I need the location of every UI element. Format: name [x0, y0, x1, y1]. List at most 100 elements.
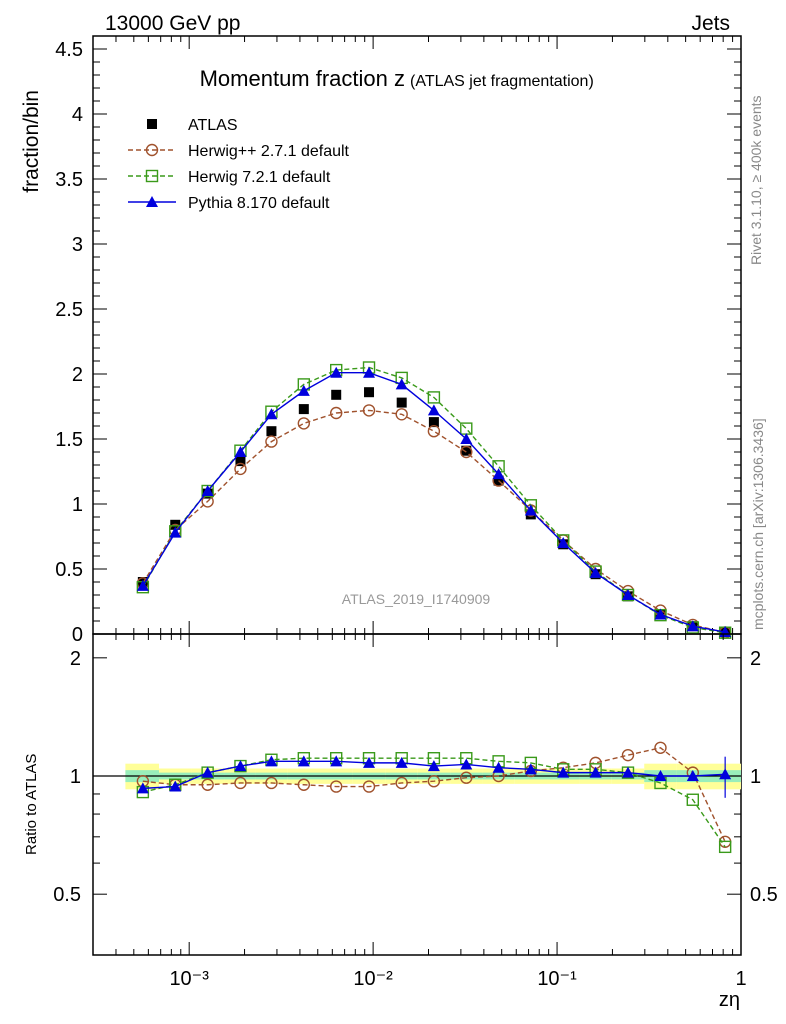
y-tick-label: 4	[72, 104, 83, 126]
ratio-data-point	[460, 771, 473, 784]
y-tick-label: 1.5	[55, 429, 83, 451]
data-point	[524, 504, 537, 516]
legend-marker	[146, 196, 158, 207]
legend-marker	[145, 143, 159, 157]
ratio-data-point	[362, 780, 376, 793]
data-point	[364, 387, 375, 398]
ratio-data-point	[460, 758, 473, 770]
data-point	[460, 433, 473, 444]
data-point	[427, 391, 441, 404]
ratio-plot-panel: Ratio to ATLAS zη 10⁻³ 10⁻² 10⁻¹ 1 0.5 0.5 1 1 2…	[23, 633, 778, 1011]
x-tick-label: 1	[735, 968, 746, 990]
ratio-plot-frame	[92, 633, 742, 956]
ratio-data-point	[686, 793, 700, 806]
legend-label: ATLAS	[188, 117, 238, 134]
collision-label: 13000 GeV pp	[105, 12, 240, 35]
ratio-data-point	[589, 766, 602, 778]
data-point	[589, 566, 602, 578]
y-axis-label: fraction/bin	[20, 90, 43, 193]
ratio-data-point	[395, 776, 408, 790]
ratio-data-point	[234, 760, 247, 772]
data-point	[363, 366, 376, 378]
ratio-y-axis-label: Ratio to ATLAS	[23, 754, 40, 855]
data-point	[330, 406, 343, 420]
y-tick-label: 3	[72, 234, 83, 256]
data-point	[201, 485, 214, 496]
ratio-y-tick-label: 0.5	[53, 884, 81, 906]
ratio-data-point	[363, 756, 376, 768]
data-point	[396, 397, 407, 408]
ratio-data-point	[265, 776, 278, 790]
main-plot-panel: Momentum fraction z (ATLAS jet fragmenta…	[20, 35, 742, 646]
data-point	[362, 404, 376, 417]
ratio-data-point	[427, 775, 441, 788]
ratio-data-point	[330, 755, 343, 767]
data-point	[428, 417, 439, 428]
data-point	[686, 620, 699, 632]
data-point	[297, 417, 311, 430]
data-point	[427, 425, 441, 438]
data-point	[621, 589, 634, 600]
legend-marker	[145, 169, 159, 183]
ratio-data-point	[201, 766, 214, 778]
x-tick-label: 10⁻³	[169, 968, 209, 990]
data-point	[427, 404, 440, 416]
ratio-data-point	[201, 778, 214, 791]
data-point	[395, 378, 408, 390]
plot-title: Momentum fraction z	[200, 66, 405, 91]
ratio-y-tick-label: 1	[70, 766, 81, 788]
y-tick-label: 0.5	[55, 559, 83, 581]
ratio-data-point	[265, 755, 278, 767]
ratio-y-tick-label-right: 1	[750, 766, 761, 788]
y-tick-label: 2	[72, 364, 83, 386]
ratio-data-point	[427, 760, 440, 772]
data-point	[265, 435, 278, 448]
y-tick-label: 4.5	[55, 39, 83, 61]
ratio-data-point	[297, 755, 310, 767]
ratio-y-tick-label-right: 0.5	[750, 884, 778, 906]
ratio-data-point	[297, 778, 311, 791]
plot-title-suffix: (ATLAS jet fragmentation)	[410, 73, 594, 90]
data-point	[234, 446, 247, 457]
ratio-data-point	[686, 770, 699, 782]
y-tick-label: 2.5	[55, 299, 83, 321]
ratio-data-point	[395, 756, 408, 768]
x-axis-label: zη	[719, 989, 740, 1011]
x-tick-label: 10⁻¹	[537, 968, 577, 990]
x-tick-label: 10⁻²	[353, 968, 393, 990]
data-point	[297, 384, 310, 396]
ratio-data-point	[169, 780, 182, 792]
data-point	[266, 426, 277, 437]
y-tick-label: 0	[72, 624, 83, 646]
ratio-data-point	[654, 741, 667, 754]
data-point	[169, 526, 182, 538]
data-point	[298, 404, 309, 415]
mcplots-reference-label: mcplots.cern.ch [arXiv:1306.3436]	[750, 418, 766, 630]
legend-marker	[147, 119, 157, 129]
data-point	[460, 445, 473, 459]
ratio-y-tick-label-right: 2	[750, 648, 761, 670]
ratio-data-point	[718, 840, 732, 854]
data-point	[235, 456, 246, 467]
ratio-data-point	[621, 748, 635, 762]
data-point	[461, 445, 472, 456]
data-point	[557, 537, 570, 548]
data-point	[330, 366, 343, 378]
y-tick-label: 3.5	[55, 169, 83, 191]
data-point	[234, 462, 247, 476]
legend-label: Herwig++ 2.7.1 default	[188, 143, 350, 160]
analysis-id-label: ATLAS_2019_I1740909	[342, 591, 491, 607]
data-point	[395, 408, 408, 421]
ratio-data-point	[492, 761, 505, 773]
ratio-data-point	[621, 766, 634, 778]
data-point	[265, 408, 278, 420]
data-point	[136, 579, 149, 591]
ratio-y-tick-label: 2	[70, 648, 81, 670]
ratio-data-point	[234, 776, 247, 790]
data-point	[654, 608, 667, 620]
legend-label: Herwig 7.2.1 default	[188, 169, 331, 186]
ratio-data-point	[524, 763, 537, 775]
ratio-data-point	[136, 782, 149, 794]
y-tick-label: 1	[72, 494, 83, 516]
